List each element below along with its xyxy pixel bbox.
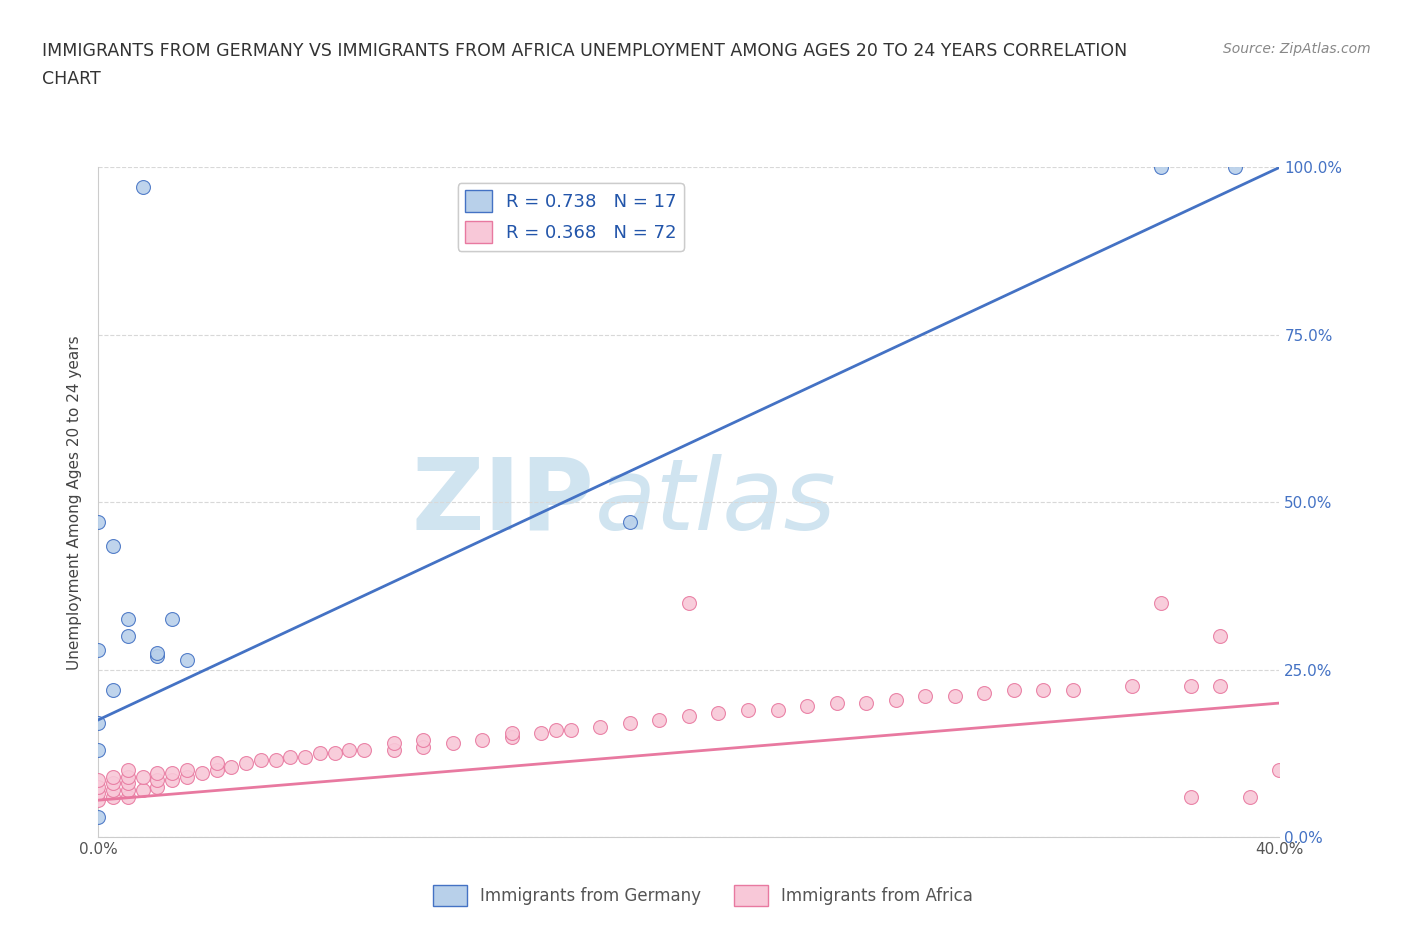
Point — [707, 706, 730, 721]
Point — [589, 719, 612, 734]
Point — [1268, 763, 1291, 777]
Point — [205, 763, 228, 777]
Point — [546, 723, 568, 737]
Point — [103, 538, 125, 553]
Point — [146, 766, 169, 781]
Point — [146, 649, 169, 664]
Point — [1239, 790, 1261, 804]
Legend: Immigrants from Germany, Immigrants from Africa: Immigrants from Germany, Immigrants from… — [426, 879, 980, 912]
Text: CHART: CHART — [42, 70, 101, 87]
Point — [219, 759, 242, 774]
Point — [103, 783, 125, 798]
Point — [884, 692, 907, 707]
Point — [1062, 683, 1084, 698]
Point — [382, 736, 405, 751]
Point — [87, 742, 110, 757]
Point — [117, 629, 139, 644]
Point — [146, 773, 169, 788]
Point — [1209, 629, 1232, 644]
Point — [766, 702, 789, 717]
Point — [412, 733, 434, 748]
Point — [619, 515, 641, 530]
Point — [87, 792, 110, 807]
Point — [87, 716, 110, 731]
Text: atlas: atlas — [595, 454, 837, 551]
Y-axis label: Unemployment Among Ages 20 to 24 years: Unemployment Among Ages 20 to 24 years — [67, 335, 83, 670]
Point — [176, 763, 198, 777]
Point — [353, 742, 375, 757]
Point — [117, 612, 139, 627]
Point — [235, 756, 257, 771]
Point — [678, 595, 700, 610]
Point — [412, 739, 434, 754]
Point — [162, 766, 183, 781]
Point — [825, 696, 848, 711]
Point — [501, 725, 523, 740]
Point — [943, 689, 966, 704]
Point — [278, 750, 302, 764]
Point — [294, 750, 316, 764]
Point — [176, 769, 198, 784]
Point — [1223, 160, 1246, 175]
Point — [1209, 679, 1232, 694]
Point — [914, 689, 936, 704]
Point — [323, 746, 346, 761]
Point — [117, 776, 139, 790]
Point — [1180, 679, 1202, 694]
Text: Source: ZipAtlas.com: Source: ZipAtlas.com — [1223, 42, 1371, 56]
Point — [87, 642, 110, 657]
Point — [737, 702, 759, 717]
Point — [678, 709, 700, 724]
Point — [339, 742, 360, 757]
Text: IMMIGRANTS FROM GERMANY VS IMMIGRANTS FROM AFRICA UNEMPLOYMENT AMONG AGES 20 TO : IMMIGRANTS FROM GERMANY VS IMMIGRANTS FR… — [42, 42, 1128, 60]
Point — [250, 752, 273, 767]
Point — [530, 725, 553, 740]
Point — [796, 699, 818, 714]
Point — [648, 712, 671, 727]
Point — [1180, 790, 1202, 804]
Point — [132, 180, 155, 195]
Point — [117, 763, 139, 777]
Point — [162, 612, 183, 627]
Point — [132, 769, 155, 784]
Legend: R = 0.738   N = 17, R = 0.368   N = 72: R = 0.738 N = 17, R = 0.368 N = 72 — [457, 183, 685, 251]
Point — [619, 716, 641, 731]
Point — [103, 776, 125, 790]
Point — [132, 783, 155, 798]
Point — [103, 769, 125, 784]
Point — [103, 683, 125, 698]
Point — [103, 790, 125, 804]
Point — [146, 645, 169, 660]
Point — [205, 756, 228, 771]
Point — [191, 766, 214, 781]
Point — [264, 752, 287, 767]
Point — [441, 736, 464, 751]
Point — [87, 809, 110, 824]
Text: ZIP: ZIP — [412, 454, 595, 551]
Point — [501, 729, 523, 744]
Point — [309, 746, 332, 761]
Point — [560, 723, 582, 737]
Point — [1150, 595, 1173, 610]
Point — [146, 779, 169, 794]
Point — [117, 790, 139, 804]
Point — [87, 786, 110, 801]
Point — [162, 773, 183, 788]
Point — [1121, 679, 1143, 694]
Point — [1150, 160, 1173, 175]
Point — [1032, 683, 1054, 698]
Point — [471, 733, 494, 748]
Point — [87, 779, 110, 794]
Point — [117, 769, 139, 784]
Point — [382, 742, 405, 757]
Point — [117, 783, 139, 798]
Point — [176, 652, 198, 667]
Point — [87, 773, 110, 788]
Point — [855, 696, 877, 711]
Point — [87, 515, 110, 530]
Point — [1002, 683, 1025, 698]
Point — [973, 685, 995, 700]
